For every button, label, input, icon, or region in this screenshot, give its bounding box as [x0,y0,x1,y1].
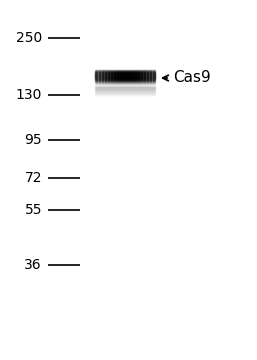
Bar [95,72,155,73]
Bar [95,85,155,86]
Bar [149,70,152,86]
Bar [95,93,155,94]
Bar [101,70,104,86]
Bar [137,70,140,86]
Bar [107,70,110,86]
Bar [95,75,155,76]
Text: 250: 250 [16,31,42,45]
Bar [152,70,155,86]
Bar [140,70,143,86]
Bar [95,77,155,78]
Text: 95: 95 [24,133,42,147]
Text: 55: 55 [24,203,42,217]
Bar [95,73,155,74]
Bar [95,82,155,83]
Bar [116,70,119,86]
Text: 72: 72 [24,171,42,185]
Bar [131,70,134,86]
Bar [104,70,107,86]
Bar [95,70,155,71]
Bar [95,88,155,89]
Bar [95,84,155,85]
Bar [125,70,128,86]
Bar [128,70,131,86]
Bar [95,83,155,84]
Bar [95,79,155,80]
Bar [95,70,98,86]
Bar [110,70,113,86]
Bar [95,87,155,88]
Bar [95,81,155,82]
Bar [113,70,116,86]
Bar [95,86,155,87]
Bar [95,76,155,77]
Bar [95,71,155,72]
Bar [146,70,149,86]
Bar [95,78,155,79]
Bar [134,70,137,86]
Text: 36: 36 [24,258,42,272]
Bar [143,70,146,86]
Bar [95,95,155,96]
Bar [95,92,155,93]
Bar [95,90,155,91]
Bar [95,91,155,92]
Bar [119,70,122,86]
Bar [122,70,125,86]
Bar [95,80,155,81]
Bar [95,89,155,90]
Bar [95,74,155,75]
Text: Cas9: Cas9 [173,71,211,85]
Text: 130: 130 [16,88,42,102]
Bar [95,94,155,95]
Bar [98,70,101,86]
